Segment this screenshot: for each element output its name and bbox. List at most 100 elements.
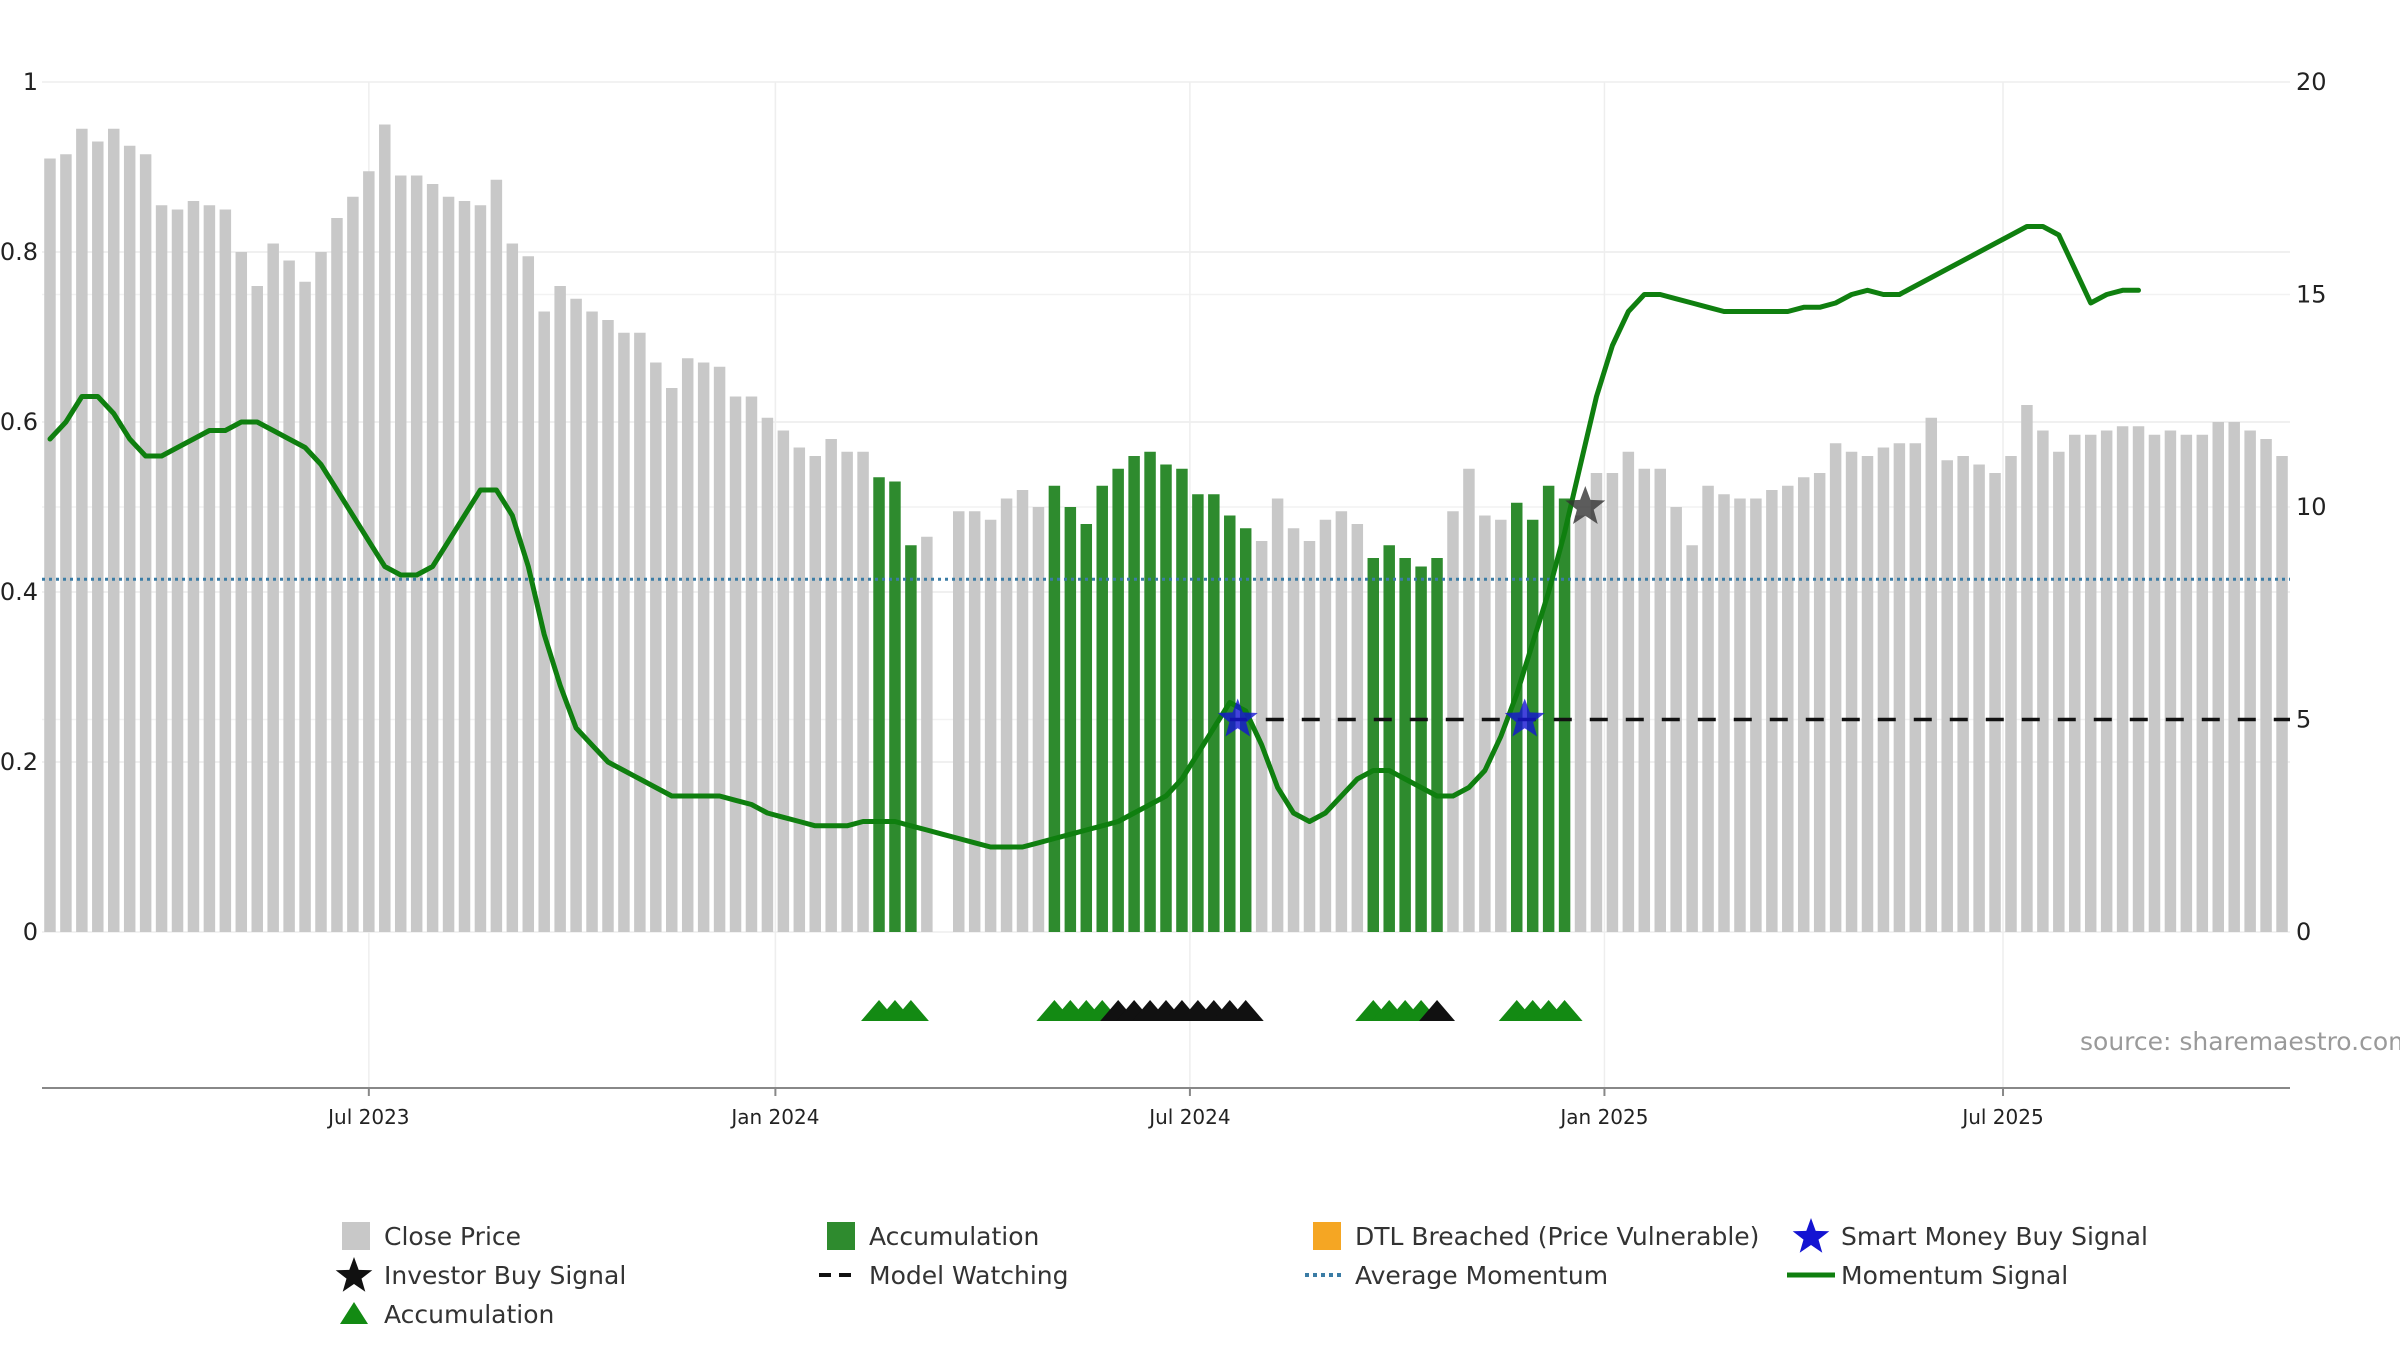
close-price-bar	[681, 358, 694, 932]
x-axis-tick-label: Jul 2023	[326, 1105, 409, 1129]
close-price-bar	[410, 175, 423, 932]
x-axis-tick-label: Jul 2025	[1960, 1105, 2043, 1129]
x-axis-tick-label: Jan 2024	[729, 1105, 819, 1129]
close-price-bar	[2148, 434, 2161, 932]
close-price-bar	[315, 252, 327, 932]
close-price-bar	[1925, 417, 1938, 932]
close-price-bar	[538, 311, 550, 932]
close-price-bar	[2053, 451, 2065, 932]
close-price-bar	[1734, 498, 1746, 932]
accumulation-bar	[1431, 558, 1443, 932]
close-price-bar	[777, 430, 790, 932]
close-price-bar	[1000, 498, 1013, 932]
close-price-bar	[618, 332, 630, 932]
accumulation-bar	[1128, 456, 1140, 932]
close-price-bar	[283, 260, 295, 932]
close-price-bar	[2084, 434, 2097, 932]
close-price-bar	[729, 396, 742, 932]
close-price-bar	[44, 158, 56, 932]
accumulation-bar	[1160, 464, 1172, 932]
close-price-bar	[841, 451, 853, 932]
close-price-bar	[203, 205, 216, 932]
close-price-bar	[123, 145, 136, 932]
left-axis-tick-label: 0.4	[0, 578, 38, 606]
close-price-bar	[171, 209, 184, 932]
close-price-bar	[2228, 422, 2240, 932]
close-price-bar	[2180, 434, 2193, 932]
investor-buy-star-icon	[1565, 486, 1606, 524]
close-price-bar	[1845, 451, 1858, 932]
close-price-bar	[108, 128, 120, 932]
close-price-bar	[554, 286, 566, 932]
x-axis-tick-label: Jul 2024	[1147, 1105, 1230, 1129]
close-price-bar	[187, 201, 200, 932]
x-axis-tick-label: Jan 2025	[1558, 1105, 1648, 1129]
close-price-bar	[2196, 434, 2209, 932]
close-price-bar	[1638, 468, 1651, 932]
close-price-bar	[650, 362, 662, 932]
close-price-bar	[1654, 468, 1666, 932]
close-price-bar	[809, 456, 821, 932]
close-price-bar	[92, 141, 104, 932]
left-axis-tick-label: 0.6	[0, 408, 38, 436]
close-price-bar	[1271, 498, 1284, 932]
right-axis-tick-label: 0	[2296, 918, 2311, 946]
right-axis-tick-label: 20	[2296, 68, 2327, 96]
close-price-bar	[745, 396, 758, 932]
close-price-bar	[1319, 519, 1332, 932]
close-price-bar	[825, 439, 837, 932]
close-price-bar	[490, 179, 503, 932]
close-price-bar	[570, 298, 582, 932]
right-axis-tick-label: 15	[2296, 281, 2327, 309]
close-price-bar	[442, 196, 455, 932]
close-price-bar	[634, 332, 646, 932]
close-price-bar	[697, 362, 710, 932]
close-price-bar	[1718, 494, 1730, 932]
close-price-bar	[1750, 498, 1762, 932]
smart-money-star-icon	[1504, 698, 1545, 737]
accumulation-bar	[1112, 468, 1124, 932]
close-price-bar	[394, 175, 407, 932]
close-price-bar	[1702, 485, 1714, 932]
close-price-bar	[1351, 524, 1364, 932]
close-price-bar	[1463, 468, 1475, 932]
source-label: source: sharemaestro.com	[2080, 1027, 2400, 1056]
close-price-bar	[586, 311, 598, 932]
close-price-bar	[952, 511, 965, 932]
close-price-bar	[426, 184, 439, 932]
close-price-bar	[1255, 541, 1268, 932]
accumulation-bar	[1080, 524, 1093, 932]
close-price-bar	[921, 536, 933, 932]
close-price-bar	[1622, 451, 1635, 932]
accumulation-bar	[905, 545, 917, 932]
close-price-bar	[155, 205, 168, 932]
accumulation-bar	[1367, 558, 1380, 932]
close-price-bar	[1813, 473, 1826, 932]
close-price-bar	[1973, 464, 1985, 932]
accumulation-bar	[1399, 558, 1411, 932]
close-price-bar	[1829, 443, 1842, 932]
accumulation-bar	[1558, 498, 1571, 932]
close-price-bar	[1893, 443, 1906, 932]
accumulation-bar	[1048, 485, 1061, 932]
close-price-bar	[347, 196, 359, 932]
close-price-bar	[1574, 515, 1587, 932]
close-price-bar	[602, 320, 614, 932]
close-price-bar	[331, 218, 343, 932]
close-price-bar	[1016, 490, 1029, 932]
momentum-signal-line	[47, 224, 2141, 850]
close-price-bar	[1989, 473, 2001, 932]
close-price-bar	[2037, 430, 2049, 932]
close-price-bar	[2021, 405, 2033, 932]
accumulation-bar	[1192, 494, 1204, 932]
right-axis-tick-label: 5	[2296, 706, 2311, 734]
close-price-bar	[379, 124, 391, 932]
left-axis-tick-label: 0.2	[0, 748, 38, 776]
close-price-bar	[984, 519, 997, 932]
close-price-bar	[2116, 426, 2129, 932]
close-price-bar	[2260, 439, 2272, 932]
close-price-bar	[666, 388, 678, 932]
close-price-bar	[2244, 430, 2256, 932]
black-triangle-icon	[1419, 1000, 1456, 1021]
